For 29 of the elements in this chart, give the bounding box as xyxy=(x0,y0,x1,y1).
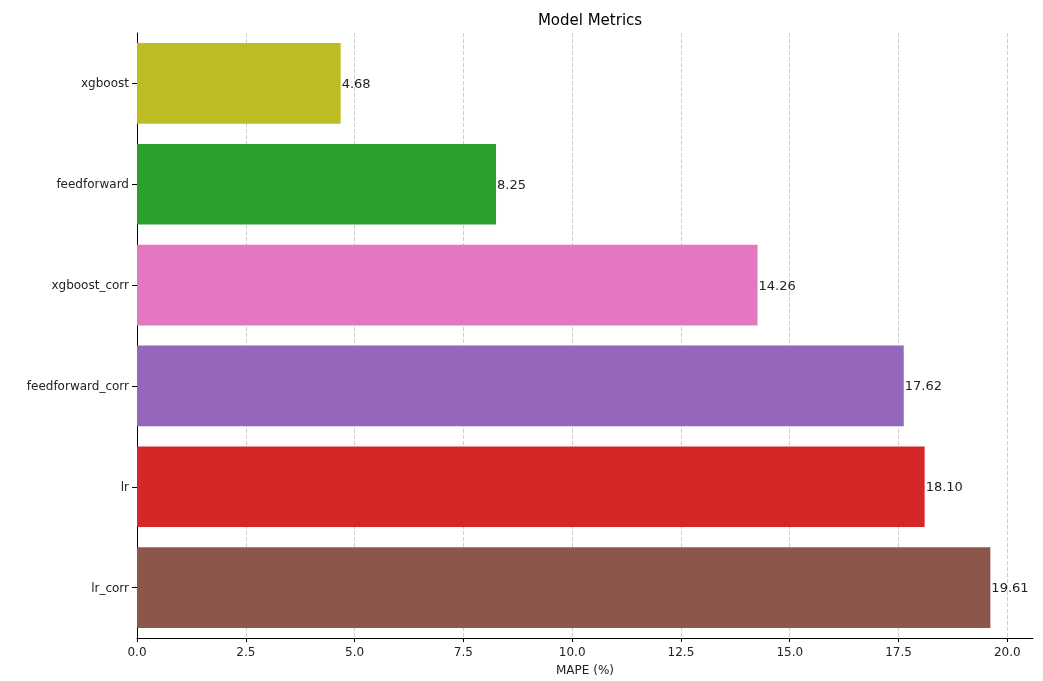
data-label: 4.68 xyxy=(341,75,371,91)
data-label: 19.61 xyxy=(991,580,1029,596)
data-label: 14.26 xyxy=(758,277,796,293)
x-tick-label: 20.0 xyxy=(993,645,1021,659)
bar xyxy=(137,345,904,427)
data-label: 8.25 xyxy=(497,176,526,192)
bar xyxy=(137,446,925,528)
x-tick-label: 7.5 xyxy=(453,645,473,659)
bar xyxy=(137,547,991,628)
y-tick-label: feedforward_corr xyxy=(26,378,130,393)
x-tick-label: 0.0 xyxy=(127,645,147,659)
x-tick-label: 2.5 xyxy=(236,645,256,659)
x-tick-label: 12.5 xyxy=(667,645,695,659)
data-label: 18.10 xyxy=(925,479,963,495)
bar xyxy=(137,244,758,326)
x-tick-label: 5.0 xyxy=(345,645,365,659)
x-tick-label: 10.0 xyxy=(558,645,586,659)
x-tick-label: 17.5 xyxy=(885,645,912,659)
y-tick-label: lr xyxy=(120,479,130,494)
chart-title: Model Metrics xyxy=(537,10,643,29)
y-tick-label: xgboost xyxy=(81,76,130,91)
bar xyxy=(137,43,341,124)
y-tick-label: xgboost_corr xyxy=(51,278,130,293)
y-tick-label: lr_corr xyxy=(91,580,130,595)
y-tick-label: feedforward xyxy=(56,177,129,192)
bar xyxy=(137,143,497,225)
x-axis-title: MAPE (%) xyxy=(556,663,614,677)
x-tick-label: 15.0 xyxy=(776,645,804,659)
data-label: 17.62 xyxy=(904,378,942,394)
